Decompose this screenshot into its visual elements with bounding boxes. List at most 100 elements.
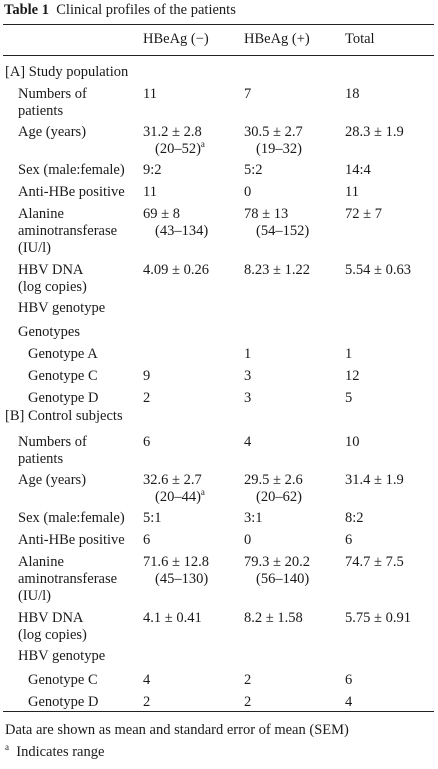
row-label: Sex (male:female)	[18, 510, 125, 526]
cell-hbeag-negative: 71.6 ± 12.8	[143, 554, 209, 570]
cell-total: 12	[345, 368, 360, 384]
row-label: HBV genotype	[18, 300, 106, 316]
cell-total: 28.3 ± 1.9	[345, 124, 404, 140]
cell-total: 11	[345, 184, 359, 200]
row-label: Genotype A	[28, 346, 98, 362]
section-title: [A] Study population	[5, 64, 129, 80]
cell-hbeag-negative: 2	[143, 694, 151, 710]
row-label: Genotype C	[28, 672, 98, 688]
bottom-rule	[3, 711, 434, 712]
row-label: aminotransferase	[18, 571, 118, 587]
cell-hbeag-negative: 69 ± 8	[143, 206, 180, 222]
cell-hbeag-positive: (20–62)	[256, 489, 302, 505]
row-label: Alanine	[18, 554, 64, 570]
cell-hbeag-negative: 6	[143, 532, 151, 548]
header-hbeag-positive: HBeAg (+)	[244, 31, 310, 47]
row-label: Alanine	[18, 206, 64, 222]
cell-total: 72 ± 7	[345, 206, 382, 222]
row-label: Genotype C	[28, 368, 98, 384]
cell-hbeag-negative: (20–52)a	[155, 139, 205, 158]
footnote-marker: a	[5, 742, 9, 752]
row-label: Numbers of	[18, 86, 87, 102]
cell-total: 18	[345, 86, 360, 102]
row-label: Anti-HBe positive	[18, 184, 125, 200]
cell-total: 6	[345, 672, 353, 688]
cell-hbeag-negative: 9:2	[143, 162, 162, 178]
row-label: Genotype D	[28, 390, 99, 406]
cell-hbeag-positive: 79.3 ± 20.2	[244, 554, 310, 570]
cell-hbeag-positive: 2	[244, 694, 252, 710]
cell-hbeag-positive: 4	[244, 434, 252, 450]
row-label: HBV DNA	[18, 262, 84, 278]
row-label: Anti-HBe positive	[18, 532, 125, 548]
cell-hbeag-positive: 29.5 ± 2.6	[244, 472, 303, 488]
cell-hbeag-positive: (54–152)	[256, 223, 310, 239]
row-label: aminotransferase	[18, 223, 118, 239]
cell-total: 14:4	[345, 162, 371, 178]
cell-total: 5.54 ± 0.63	[345, 262, 411, 278]
row-label: Genotypes	[18, 324, 81, 340]
cell-hbeag-negative: 11	[143, 86, 157, 102]
row-label: (IU/l)	[18, 240, 52, 256]
header-total: Total	[345, 31, 375, 47]
cell-hbeag-positive: 1	[244, 346, 252, 362]
row-label: Age (years)	[18, 472, 87, 488]
cell-total: 5.75 ± 0.91	[345, 610, 411, 626]
footnote-range: a Indicates range	[5, 743, 104, 761]
row-label: (log copies)	[18, 279, 87, 295]
row-label: (IU/l)	[18, 588, 52, 604]
row-label: patients	[18, 103, 64, 119]
footnote-range-text: Indicates range	[16, 744, 105, 760]
cell-hbeag-negative: 6	[143, 434, 151, 450]
cell-hbeag-positive: 8.23 ± 1.22	[244, 262, 310, 278]
cell-total: 10	[345, 434, 360, 450]
cell-hbeag-positive: 2	[244, 672, 252, 688]
header-hbeag-negative: HBeAg (−)	[143, 31, 209, 47]
cell-hbeag-negative: 4	[143, 672, 151, 688]
row-label: Age (years)	[18, 124, 87, 140]
cell-hbeag-positive: 8.2 ± 1.58	[244, 610, 303, 626]
cell-hbeag-negative: 32.6 ± 2.7	[143, 472, 202, 488]
cell-hbeag-negative: (43–134)	[155, 223, 209, 239]
cell-hbeag-positive: (19–32)	[256, 141, 302, 157]
cell-hbeag-positive: 78 ± 13	[244, 206, 289, 222]
cell-total: 1	[345, 346, 353, 362]
cell-hbeag-positive: 0	[244, 184, 252, 200]
cell-hbeag-positive: 3	[244, 368, 252, 384]
cell-hbeag-negative: 5:1	[143, 510, 162, 526]
range-footnote-marker: a	[200, 139, 205, 149]
cell-total: 4	[345, 694, 353, 710]
table-label: Table 1	[4, 2, 49, 18]
cell-total: 6	[345, 532, 353, 548]
cell-hbeag-positive: 5:2	[244, 162, 263, 178]
cell-total: 8:2	[345, 510, 364, 526]
cell-hbeag-positive: (56–140)	[256, 571, 310, 587]
cell-hbeag-positive: 30.5 ± 2.7	[244, 124, 303, 140]
section-title: [B] Control subjects	[5, 408, 123, 424]
cell-hbeag-negative: 4.1 ± 0.41	[143, 610, 202, 626]
cell-total: 5	[345, 390, 353, 406]
cell-hbeag-negative: 2	[143, 390, 151, 406]
cell-hbeag-negative: 9	[143, 368, 151, 384]
cell-hbeag-positive: 0	[244, 532, 252, 548]
row-label: Numbers of	[18, 434, 87, 450]
table-title: Clinical profiles of the patients	[56, 2, 236, 18]
range-footnote-marker: a	[200, 487, 205, 497]
cell-hbeag-negative: (20–44)a	[155, 487, 205, 506]
cell-hbeag-positive: 3:1	[244, 510, 263, 526]
cell-hbeag-negative: (45–130)	[155, 571, 209, 587]
cell-hbeag-positive: 7	[244, 86, 252, 102]
cell-hbeag-negative: 11	[143, 184, 157, 200]
cell-total: 74.7 ± 7.5	[345, 554, 404, 570]
footnote-mean-sem: Data are shown as mean and standard erro…	[5, 722, 349, 738]
header-rule	[3, 55, 434, 56]
cell-hbeag-negative: 4.09 ± 0.26	[143, 262, 209, 278]
row-label: patients	[18, 451, 64, 467]
top-rule	[3, 24, 434, 26]
table-caption: Table 1 Clinical profiles of the patient…	[4, 2, 236, 19]
cell-hbeag-positive: 3	[244, 390, 252, 406]
cell-hbeag-negative: 31.2 ± 2.8	[143, 124, 202, 140]
row-label: Genotype D	[28, 694, 99, 710]
row-label: Sex (male:female)	[18, 162, 125, 178]
row-label: HBV DNA	[18, 610, 84, 626]
